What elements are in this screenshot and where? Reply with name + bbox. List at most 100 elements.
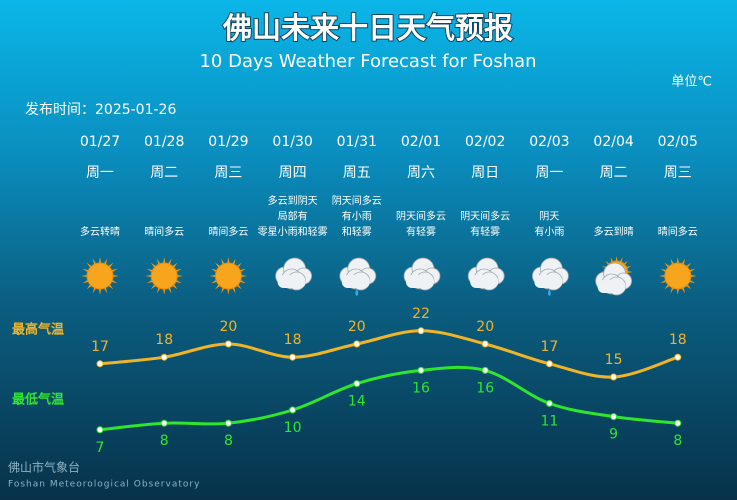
sun-disc [214, 262, 242, 290]
weekday: 周三 [214, 165, 242, 181]
point [96, 360, 104, 368]
weekday: 周五 [343, 165, 371, 181]
condition: 阴天间多云 [332, 194, 382, 207]
condition: 有轻雾 [470, 225, 500, 238]
unit: 单位℃ [671, 75, 712, 90]
subtitle: 10 Days Weather Forecast for Foshan [199, 51, 536, 72]
weather-icon [145, 257, 184, 295]
condition: 阴天间多云 [396, 210, 446, 223]
point [481, 340, 489, 348]
condition: 有小雨 [534, 225, 564, 238]
date: 02/03 [529, 134, 569, 150]
published: 发布时间：2025-01-26 [25, 102, 176, 118]
point [353, 380, 361, 388]
value-label: 18 [155, 332, 173, 348]
value-label: 9 [609, 427, 618, 443]
date: 01/31 [337, 134, 377, 150]
temperature-line [99, 329, 679, 379]
value-label: 7 [96, 440, 105, 456]
cloud-base [277, 275, 306, 288]
date: 01/30 [272, 134, 312, 150]
weather-icon [532, 257, 569, 296]
value-label: 20 [219, 319, 237, 335]
sun-disc [150, 262, 178, 290]
point [545, 399, 553, 407]
date: 02/01 [401, 134, 441, 150]
cloud-base [534, 275, 563, 288]
value-label: 8 [160, 433, 169, 449]
value-label: 16 [412, 380, 430, 396]
series-name: 最低气温 [12, 392, 64, 408]
weather-icon [275, 257, 313, 291]
point [481, 366, 489, 374]
weather-icon [595, 256, 633, 296]
weather-icon [467, 257, 505, 291]
condition: 阴天 [539, 211, 559, 223]
value-label: 8 [224, 433, 233, 449]
value-label: 16 [476, 380, 494, 396]
condition: 局部有 [278, 210, 308, 223]
cloud-base [341, 275, 370, 288]
cloud-base [597, 280, 626, 293]
date: 02/02 [465, 134, 505, 150]
condition: 晴间多云 [208, 225, 248, 238]
condition: 多云到晴 [594, 225, 634, 238]
weekday: 周一 [535, 165, 563, 181]
condition: 有小雨 [342, 210, 372, 223]
condition: 和轻雾 [342, 225, 372, 238]
condition: 多云到阴天 [268, 194, 318, 207]
value-label: 18 [669, 332, 687, 348]
point [160, 419, 168, 427]
condition: 晴间多云 [658, 225, 698, 238]
point [674, 419, 682, 427]
series-name: 最高气温 [12, 322, 64, 338]
footer-name: 佛山市气象台 [8, 460, 80, 475]
value-label: 14 [348, 394, 366, 410]
weekday: 周二 [150, 165, 178, 181]
sun-disc [86, 262, 114, 290]
weekday: 周六 [407, 165, 435, 181]
weather-icon [403, 257, 441, 291]
point [96, 426, 104, 434]
date: 02/05 [658, 134, 698, 150]
weather-icon [209, 257, 248, 295]
value-label: 17 [91, 339, 109, 355]
condition: 零星小雨和轻雾 [258, 225, 328, 238]
date: 01/29 [208, 134, 248, 150]
value-label: 11 [540, 413, 558, 429]
weather-icon [81, 257, 119, 295]
condition: 阴天间多云 [460, 210, 510, 223]
cloud-base [406, 275, 434, 288]
value-label: 15 [605, 352, 623, 368]
footer-name-en: Foshan Meteorological Observatory [8, 480, 200, 490]
date: 02/04 [593, 134, 633, 150]
value-label: 18 [284, 332, 302, 348]
weekday: 周一 [86, 165, 114, 181]
value-label: 20 [476, 319, 494, 335]
condition: 有轻雾 [406, 225, 436, 238]
weekday: 周四 [279, 165, 307, 181]
point [545, 360, 553, 368]
date: 01/28 [144, 134, 184, 150]
value-label: 10 [284, 420, 302, 436]
weather-icon [339, 257, 377, 296]
title: 佛山未来十日天气预报 [222, 11, 513, 45]
point [289, 406, 297, 414]
point [289, 353, 297, 361]
point [610, 373, 618, 381]
point [674, 353, 682, 361]
point [353, 340, 361, 348]
value-label: 17 [540, 339, 558, 355]
weekday: 周三 [664, 165, 692, 181]
point [610, 413, 618, 421]
value-label: 22 [412, 306, 430, 322]
date: 01/27 [80, 134, 120, 150]
sun-disc [664, 262, 692, 290]
point [417, 327, 425, 335]
condition: 晴间多云 [144, 225, 184, 238]
value-label: 20 [348, 319, 366, 335]
point [224, 340, 232, 348]
condition: 多云转晴 [80, 225, 120, 238]
weather-icon [658, 257, 697, 295]
